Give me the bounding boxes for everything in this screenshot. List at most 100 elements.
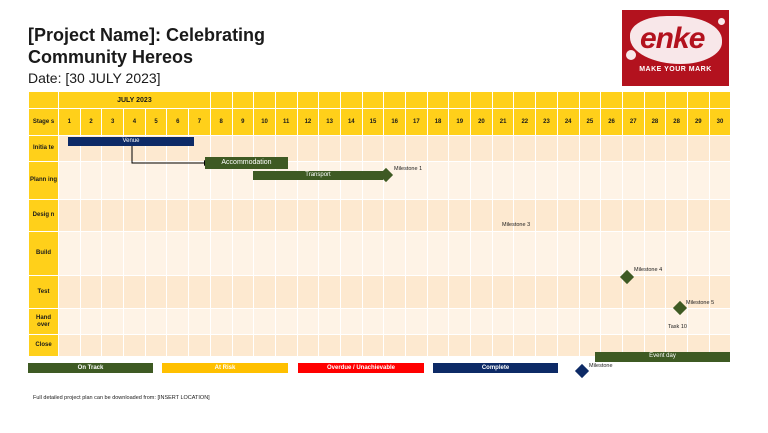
grid-cell[interactable] [296, 308, 320, 335]
grid-cell[interactable] [600, 231, 623, 276]
grid-cell[interactable] [188, 231, 211, 276]
grid-cell[interactable] [79, 308, 103, 335]
grid-cell[interactable] [79, 199, 103, 232]
grid-cell[interactable] [600, 308, 623, 335]
grid-cell[interactable] [253, 308, 276, 335]
grid-cell[interactable] [79, 231, 103, 276]
grid-cell[interactable] [578, 275, 602, 309]
grid-cell[interactable] [209, 275, 233, 309]
grid-cell[interactable] [448, 161, 472, 200]
grid-cell[interactable] [101, 231, 125, 276]
grid-cell[interactable] [144, 161, 168, 200]
grid-cell[interactable] [470, 199, 493, 232]
grid-cell[interactable] [708, 135, 732, 162]
grid-cell[interactable] [123, 308, 146, 335]
grid-cell[interactable] [253, 275, 276, 309]
grid-cell[interactable] [470, 161, 493, 200]
grid-cell[interactable] [470, 334, 493, 357]
grid-cell[interactable] [58, 334, 81, 357]
grid-cell[interactable] [556, 231, 580, 276]
grid-cell[interactable] [535, 334, 558, 357]
grid-cell[interactable] [274, 199, 298, 232]
grid-cell[interactable] [686, 275, 710, 309]
grid-cell[interactable] [231, 231, 255, 276]
grid-cell[interactable] [318, 308, 341, 335]
grid-cell[interactable] [318, 275, 341, 309]
grid-cell[interactable] [144, 308, 168, 335]
grid-cell[interactable] [578, 308, 602, 335]
grid-cell[interactable] [513, 334, 537, 357]
grid-cell[interactable] [361, 275, 385, 309]
grid-cell[interactable] [123, 199, 146, 232]
grid-cell[interactable] [339, 334, 363, 357]
grid-cell[interactable] [231, 308, 255, 335]
task-bar-transport[interactable]: Transport [253, 171, 383, 180]
grid-cell[interactable] [144, 275, 168, 309]
grid-cell[interactable] [296, 135, 320, 162]
grid-cell[interactable] [686, 199, 710, 232]
grid-cell[interactable] [274, 308, 298, 335]
grid-cell[interactable] [708, 308, 732, 335]
grid-cell[interactable] [535, 231, 558, 276]
grid-cell[interactable] [144, 231, 168, 276]
grid-cell[interactable] [231, 199, 255, 232]
grid-cell[interactable] [621, 334, 645, 357]
grid-cell[interactable] [643, 199, 667, 232]
grid-cell[interactable] [448, 199, 472, 232]
grid-cell[interactable] [665, 231, 688, 276]
grid-cell[interactable] [665, 334, 688, 357]
grid-cell[interactable] [209, 334, 233, 357]
grid-cell[interactable] [188, 308, 211, 335]
grid-cell[interactable] [361, 334, 385, 357]
grid-cell[interactable] [556, 135, 580, 162]
grid-cell[interactable] [296, 199, 320, 232]
grid-cell[interactable] [708, 199, 732, 232]
task-bar-event-day[interactable]: Event day [595, 352, 730, 362]
grid-cell[interactable] [231, 275, 255, 309]
grid-cell[interactable] [339, 275, 363, 309]
grid-cell[interactable] [339, 308, 363, 335]
grid-cell[interactable] [600, 275, 623, 309]
grid-cell[interactable] [144, 334, 168, 357]
grid-cell[interactable] [166, 199, 190, 232]
grid-cell[interactable] [318, 135, 341, 162]
grid-cell[interactable] [361, 199, 385, 232]
grid-cell[interactable] [166, 161, 190, 200]
grid-cell[interactable] [621, 135, 645, 162]
grid-cell[interactable] [274, 275, 298, 309]
grid-cell[interactable] [578, 161, 602, 200]
grid-cell[interactable] [318, 161, 341, 200]
grid-cell[interactable] [58, 199, 81, 232]
grid-cell[interactable] [79, 275, 103, 309]
grid-cell[interactable] [101, 199, 125, 232]
grid-cell[interactable] [708, 275, 732, 309]
grid-cell[interactable] [643, 135, 667, 162]
grid-cell[interactable] [448, 334, 472, 357]
grid-cell[interactable] [426, 308, 450, 335]
grid-cell[interactable] [556, 275, 580, 309]
grid-cell[interactable] [426, 199, 450, 232]
grid-cell[interactable] [101, 334, 125, 357]
grid-cell[interactable] [231, 334, 255, 357]
grid-cell[interactable] [470, 231, 493, 276]
grid-cell[interactable] [296, 275, 320, 309]
grid-cell[interactable] [643, 161, 667, 200]
grid-cell[interactable] [426, 275, 450, 309]
grid-cell[interactable] [621, 161, 645, 200]
grid-cell[interactable] [383, 334, 406, 357]
grid-cell[interactable] [556, 334, 580, 357]
grid-cell[interactable] [600, 199, 623, 232]
grid-cell[interactable] [470, 308, 493, 335]
grid-cell[interactable] [513, 275, 537, 309]
task-bar-accommodation[interactable]: Accommodation [205, 157, 288, 169]
grid-cell[interactable] [231, 161, 255, 200]
grid-cell[interactable] [470, 135, 493, 162]
grid-cell[interactable] [426, 231, 450, 276]
grid-cell[interactable] [339, 135, 363, 162]
grid-cell[interactable] [296, 231, 320, 276]
grid-cell[interactable] [491, 231, 515, 276]
grid-cell[interactable] [556, 199, 580, 232]
grid-cell[interactable] [361, 135, 385, 162]
grid-cell[interactable] [535, 275, 558, 309]
grid-cell[interactable] [686, 308, 710, 335]
